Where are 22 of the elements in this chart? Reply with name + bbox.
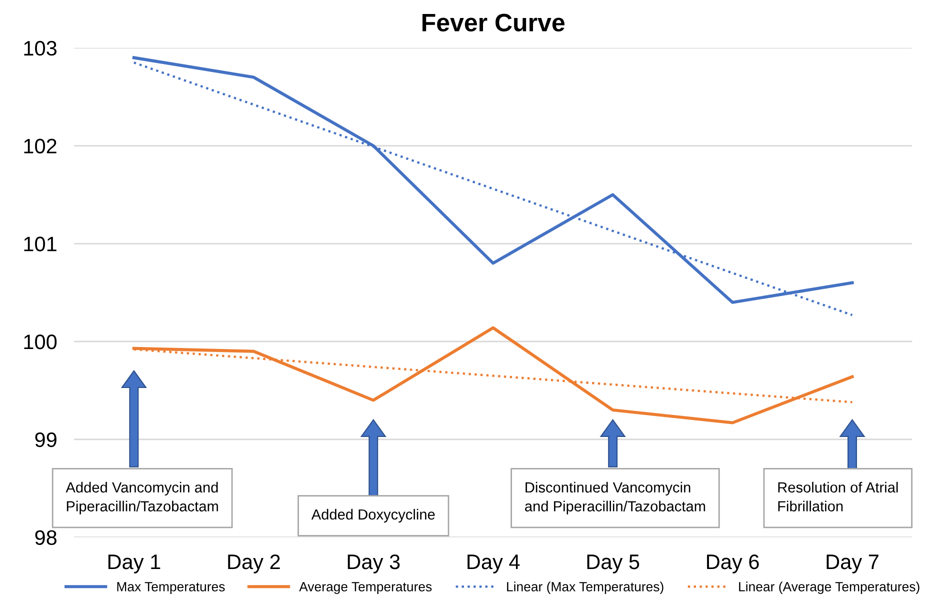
x-tick-label: Day 5 xyxy=(587,554,640,574)
x-tick-label: Day 2 xyxy=(228,554,280,574)
legend-label: Max Temperatures xyxy=(117,582,225,594)
x-tick-label: Day 1 xyxy=(108,554,160,574)
chart-title: Fever Curve xyxy=(422,14,565,32)
y-tick-label: 101 xyxy=(24,236,56,252)
x-tick-label: Day 6 xyxy=(707,554,759,574)
legend-label: Average Temperatures xyxy=(299,582,432,594)
y-tick-label: 103 xyxy=(24,40,56,56)
y-tick-label: 102 xyxy=(24,138,56,154)
annotation: Added Vancomycin and Piperacillin/Tazobactam xyxy=(66,482,218,514)
annotation: Discontinued Vancomycin and Piperacillin/Tazobactam xyxy=(525,482,706,514)
y-tick-label: 98 xyxy=(35,530,57,546)
x-tick-label: Day 3 xyxy=(348,554,400,574)
legend-label: Linear (Max Temperatures) xyxy=(507,582,664,594)
annotation: Resolution of Atrial Fibrillation xyxy=(778,482,898,512)
x-tick-label: Day 7 xyxy=(826,554,878,574)
annotation: Added Doxycycline xyxy=(311,508,435,523)
y-tick-label: 99 xyxy=(35,432,56,448)
legend-label: Linear (Average Temperatures) xyxy=(739,582,920,594)
y-tick-label: 100 xyxy=(24,334,57,350)
x-tick-label: Day 4 xyxy=(468,554,520,574)
